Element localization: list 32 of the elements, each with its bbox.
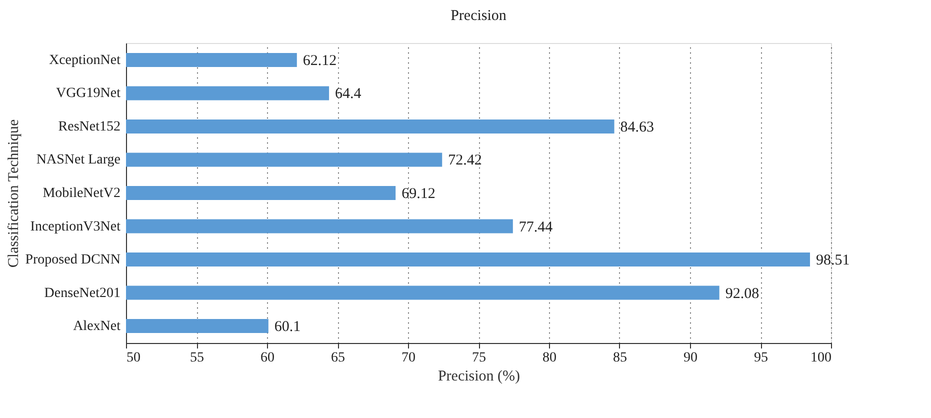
x-tick-label: 65 [331, 350, 345, 366]
data-label: 84.63 [620, 119, 654, 136]
data-label: 60.1 [274, 319, 301, 336]
x-tick-label: 70 [402, 350, 416, 366]
data-label: 62.12 [302, 52, 337, 69]
x-tick-label: 85 [613, 350, 627, 366]
data-label: 92.08 [725, 286, 760, 302]
y-tick-label: InceptionV3Net [30, 219, 121, 234]
x-tick-label: 90 [684, 350, 698, 366]
data-label: 77.44 [518, 219, 554, 236]
y-tick-label: AlexNet [73, 319, 121, 334]
data-label: 64.4 [335, 86, 362, 102]
y-axis-title: Classification Technique [6, 119, 22, 268]
y-tick-label: NASNet Large [36, 152, 120, 168]
y-tick-label: XceptionNet [48, 52, 121, 68]
x-tick-label: 80 [542, 350, 556, 366]
x-axis-title: Precision (%) [438, 368, 520, 384]
data-label: 98.51 [816, 252, 850, 269]
y-tick-label: MobileNetV2 [42, 186, 120, 201]
y-tick-label: DenseNet201 [44, 286, 120, 301]
x-tick-label: 60 [260, 350, 274, 366]
data-label: 72.42 [448, 152, 482, 169]
y-tick-label: Proposed DCNN [25, 252, 120, 268]
x-tick-label: 75 [472, 350, 486, 366]
data-label: 69.12 [402, 186, 436, 202]
x-tick-label: 50 [126, 350, 140, 366]
chart-title: Precision [450, 8, 507, 24]
y-tick-label: ResNet152 [58, 119, 120, 134]
y-tick-label: VGG19Net [56, 86, 121, 102]
x-tick-label: 100 [810, 350, 832, 366]
x-tick-label: 95 [754, 350, 768, 366]
x-tick-label: 55 [190, 350, 204, 366]
